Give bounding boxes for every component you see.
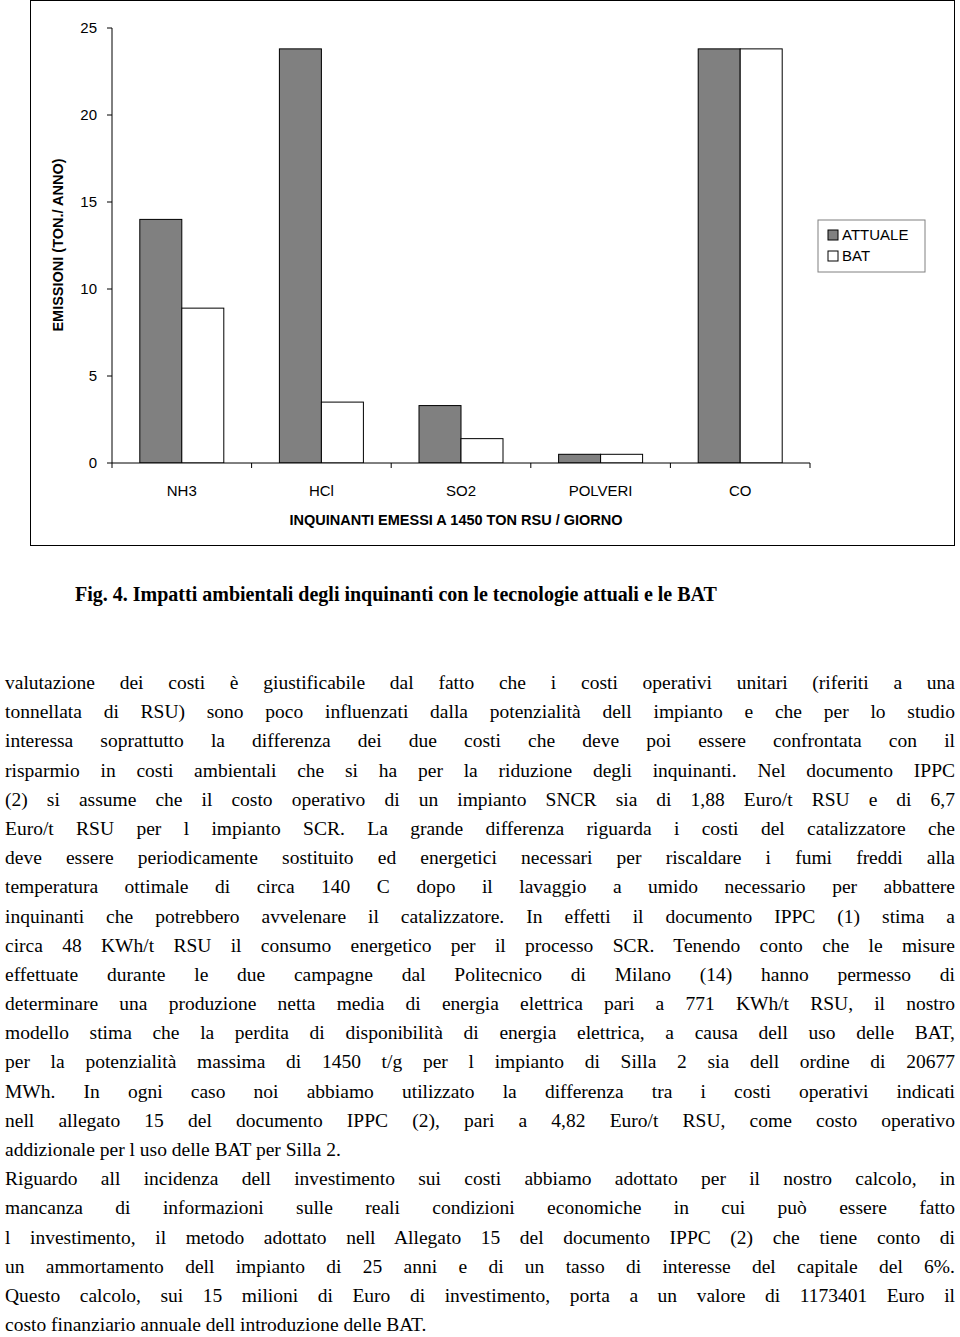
text-line: costo finanziario annuale dell introduzi… [5, 1310, 955, 1337]
body-text: valutazione dei costi è giustificabile d… [5, 668, 955, 1337]
y-tick-label: 0 [89, 454, 97, 471]
text-line: deve essere periodicamente sostituito ed… [5, 843, 955, 872]
y-tick-label: 25 [80, 19, 97, 36]
text-line: effettuate durante le due campagne dal P… [5, 960, 955, 989]
text-line: Euro/t RSU per l impianto SCR. La grande… [5, 814, 955, 843]
text-line: l investimento, il metodo adottato nell … [5, 1223, 955, 1252]
text-line: addizionale per l uso delle BAT per Sill… [5, 1135, 955, 1164]
text-line: (2) si assume che il costo operativo di … [5, 785, 955, 814]
x-tick-label: POLVERI [569, 482, 633, 499]
text-line: circa 48 KWh/t RSU il consumo energetico… [5, 931, 955, 960]
text-line: inquinanti che potrebbero avvelenare il … [5, 902, 955, 931]
y-tick [107, 202, 112, 203]
y-tick-label: 20 [80, 106, 97, 123]
y-axis-line [112, 28, 113, 463]
bar [419, 406, 461, 463]
bar [601, 454, 643, 463]
text-line: MWh. In ogni caso noi abbiamo utilizzato… [5, 1077, 955, 1106]
x-tick [112, 463, 113, 468]
text-line: modello stima che la perdita di disponib… [5, 1018, 955, 1047]
text-line: risparmio in costi ambientali che si ha … [5, 756, 955, 785]
text-line: nell allegato 15 del documento IPPC (2),… [5, 1106, 955, 1135]
text-line: per la potenzialità massima di 1450 t/g … [5, 1047, 955, 1076]
text-line: interessa soprattutto la differenza dei … [5, 726, 955, 755]
chart-frame [31, 1, 955, 546]
text-line: un ammortamento dell impianto di 25 anni… [5, 1252, 955, 1281]
y-tick [107, 463, 112, 464]
bars [140, 49, 782, 463]
text-line: determinare una produzione netta media d… [5, 989, 955, 1018]
page: {"chart_data": {"type": "bar", "y_label"… [0, 0, 960, 1337]
x-tick-label: SO2 [446, 482, 476, 499]
legend-swatch [828, 230, 838, 240]
x-tick [251, 463, 252, 468]
bar [698, 49, 740, 463]
x-tick [530, 463, 531, 468]
y-tick [107, 289, 112, 290]
text-line: Riguardo all incidenza dell investimento… [5, 1164, 955, 1193]
bar [461, 439, 503, 463]
x-tick [391, 463, 392, 468]
legend-label: BAT [842, 247, 870, 264]
bar [279, 49, 321, 463]
bar [182, 308, 224, 463]
bar [321, 402, 363, 463]
x-tick-label: CO [729, 482, 752, 499]
bar [740, 49, 782, 463]
x-axis-line [112, 463, 810, 464]
text-line: tonnellata di RSU) sono poco influenzati… [5, 697, 955, 726]
x-tick [670, 463, 671, 468]
legend-box [818, 220, 925, 272]
text-line: valutazione dei costi è giustificabile d… [5, 668, 955, 697]
text-line: temperatura ottimale di circa 140 C dopo… [5, 872, 955, 901]
chart: 0 5 10 15 20 25 NH3 HCl SO2 POLVERI CO INQUINANTI E… [0, 0, 960, 550]
y-tick [107, 376, 112, 377]
x-axis-title: INQUINANTI EMESSI A 1450 TON RSU / GIORN… [289, 512, 622, 528]
caption: Fig. 4. Impatti ambientali degli inquina… [75, 583, 717, 606]
y-tick-label: 5 [89, 367, 97, 384]
legend-label: ATTUALE [842, 226, 908, 243]
x-tick-label: NH3 [167, 482, 197, 499]
bar [140, 219, 182, 463]
x-tick-label: HCl [309, 482, 334, 499]
bar [559, 454, 601, 463]
legend-swatch [828, 251, 838, 261]
y-tick [107, 28, 112, 29]
y-tick-label: 10 [80, 280, 97, 297]
text-line: Questo calcolo, sui 15 milioni di Euro d… [5, 1281, 955, 1310]
x-tick [810, 463, 811, 468]
y-tick [107, 115, 112, 116]
text-line: mancanza di informazioni sulle reali con… [5, 1193, 955, 1222]
y-axis-title: EMISSIONI (TON./ ANNO) [50, 158, 66, 331]
y-tick-label: 15 [80, 193, 97, 210]
